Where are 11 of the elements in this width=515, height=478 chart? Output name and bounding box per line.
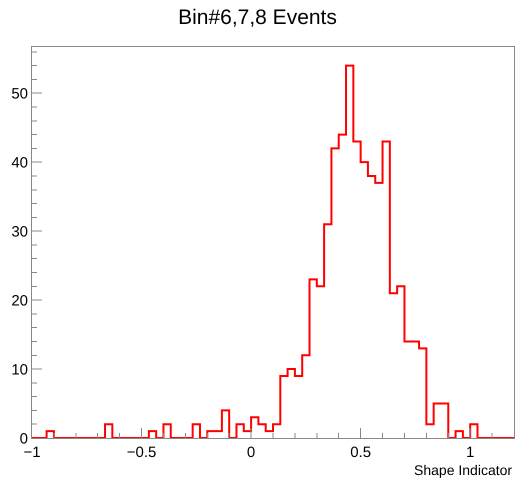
x-tick-label: 0	[246, 444, 256, 461]
y-tick-label: 50	[11, 85, 28, 102]
y-tick-label: 40	[11, 154, 28, 172]
y-tick-label: 30	[11, 223, 28, 240]
x-tick-label: 0.5	[350, 444, 372, 461]
y-tick-label: 10	[11, 361, 28, 378]
x-tick-label: 1	[466, 444, 474, 461]
x-tick-label: −0.5	[126, 444, 156, 461]
x-axis-title: Shape Indicator	[414, 462, 512, 478]
y-tick-label: 20	[11, 292, 28, 310]
chart-title: Bin#6,7,8 Events	[178, 6, 337, 30]
